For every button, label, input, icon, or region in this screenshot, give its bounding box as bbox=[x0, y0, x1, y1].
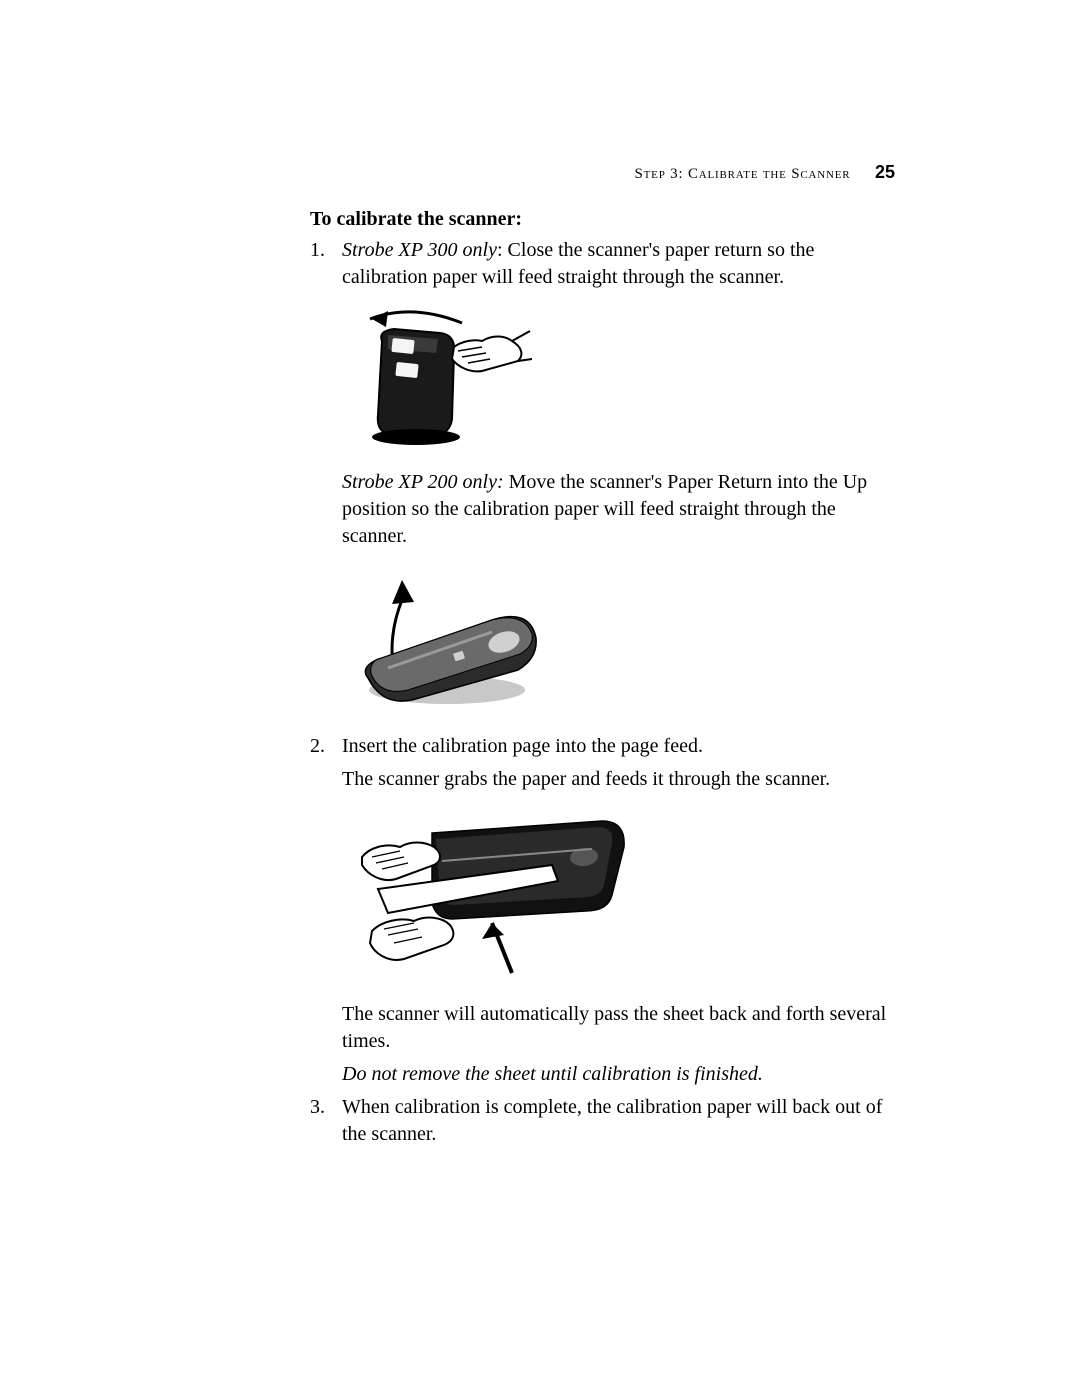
lead-sep: : bbox=[497, 239, 508, 261]
scanner-close-illustration-icon bbox=[342, 301, 532, 451]
content-column: To calibrate the scanner: 1. Strobe XP 3… bbox=[310, 206, 895, 1154]
scanner-up-illustration-icon bbox=[342, 560, 542, 715]
figure-insert-calibration-page bbox=[342, 803, 895, 983]
figure-paper-return-up bbox=[342, 560, 895, 715]
page: Step 3: Calibrate the Scanner 25 To cali… bbox=[0, 0, 1080, 1397]
step-3-text: When calibration is complete, the calibr… bbox=[342, 1096, 882, 1145]
step-number: 2. bbox=[310, 733, 325, 760]
step-1-mid: Strobe XP 200 only: Move the scanner's P… bbox=[342, 469, 895, 550]
section-heading: To calibrate the scanner: bbox=[310, 206, 895, 233]
step-1-lead: Strobe XP 300 only: Close the scanner's … bbox=[342, 239, 814, 288]
step-2-after-fig: The scanner will automatically pass the … bbox=[342, 1001, 895, 1055]
step-number: 1. bbox=[310, 237, 325, 264]
step-1: 1. Strobe XP 300 only: Close the scanner… bbox=[310, 237, 895, 715]
step-3: 3. When calibration is complete, the cal… bbox=[310, 1094, 895, 1148]
header-step-label: Step 3: Calibrate the Scanner bbox=[635, 166, 851, 182]
insert-page-illustration-icon bbox=[342, 803, 632, 983]
running-header: Step 3: Calibrate the Scanner 25 bbox=[635, 160, 895, 184]
figure-close-paper-return bbox=[342, 301, 895, 451]
emphasis-model-200: Strobe XP 200 only: bbox=[342, 471, 504, 493]
step-2: 2. Insert the calibration page into the … bbox=[310, 733, 895, 1088]
step-2-warning: Do not remove the sheet until calibratio… bbox=[342, 1061, 895, 1088]
step-2-line2: The scanner grabs the paper and feeds it… bbox=[342, 766, 895, 793]
step-number: 3. bbox=[310, 1094, 325, 1121]
emphasis-model-300: Strobe XP 300 only bbox=[342, 239, 497, 261]
steps-list: 1. Strobe XP 300 only: Close the scanner… bbox=[310, 237, 895, 1148]
step-2-line1: Insert the calibration page into the pag… bbox=[342, 735, 703, 757]
page-number: 25 bbox=[875, 162, 895, 182]
